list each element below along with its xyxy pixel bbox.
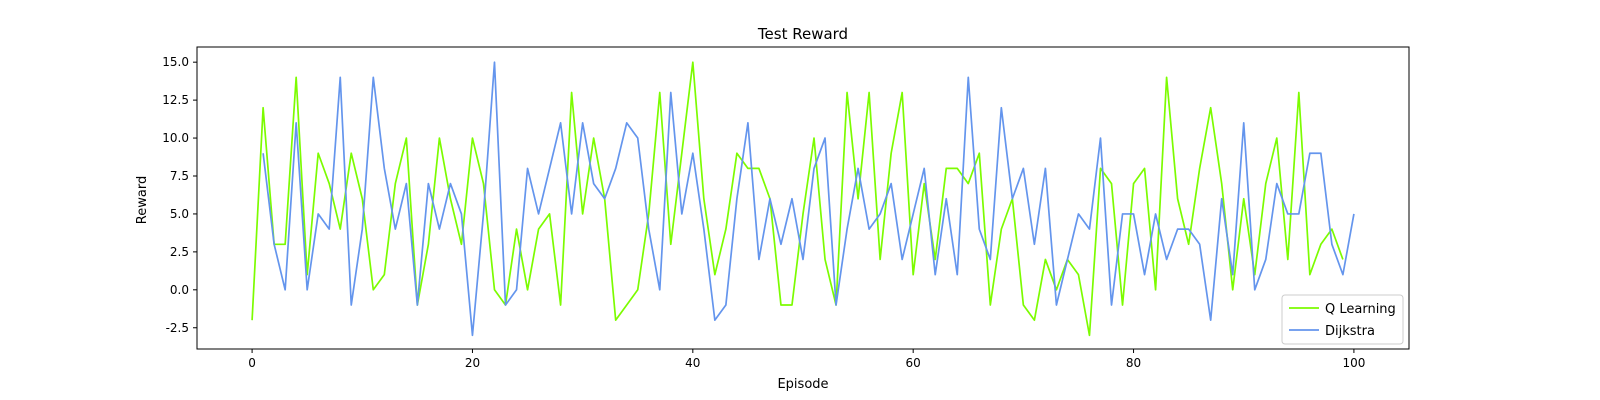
y-axis-label: Reward xyxy=(135,176,150,224)
chart-title: Test Reward xyxy=(757,25,848,43)
series-line-q-learning xyxy=(251,61,1344,337)
x-tick-label: 20 xyxy=(465,356,480,370)
x-tick-label: 40 xyxy=(685,356,700,370)
legend-label-dijkstra: Dijkstra xyxy=(1325,324,1375,339)
y-axis-ticks: -2.5 0.0 2.5 5.0 7.5 10.0 12.5 15.0 xyxy=(162,55,197,335)
plot-lines xyxy=(251,61,1355,337)
x-axis-ticks: 0 20 40 60 80 100 xyxy=(248,349,1365,370)
legend: Q Learning Dijkstra xyxy=(1281,294,1404,345)
x-tick-label: 0 xyxy=(248,356,256,370)
plot-frame xyxy=(196,46,1410,350)
series-line-dijkstra xyxy=(262,61,1355,337)
y-tick-label: 5.0 xyxy=(170,207,189,221)
y-tick-label: -2.5 xyxy=(166,321,189,335)
y-tick-label: 2.5 xyxy=(170,245,189,259)
y-tick-label: 15.0 xyxy=(162,55,189,69)
x-tick-label: 100 xyxy=(1342,356,1365,370)
y-tick-label: 7.5 xyxy=(170,169,189,183)
x-tick-label: 80 xyxy=(1126,356,1141,370)
y-tick-label: 0.0 xyxy=(170,283,189,297)
y-tick-label: 10.0 xyxy=(162,131,189,145)
x-axis-label: Episode xyxy=(777,377,828,392)
legend-label-q-learning: Q Learning xyxy=(1325,302,1396,317)
x-tick-label: 60 xyxy=(906,356,921,370)
y-tick-label: 12.5 xyxy=(162,93,189,107)
